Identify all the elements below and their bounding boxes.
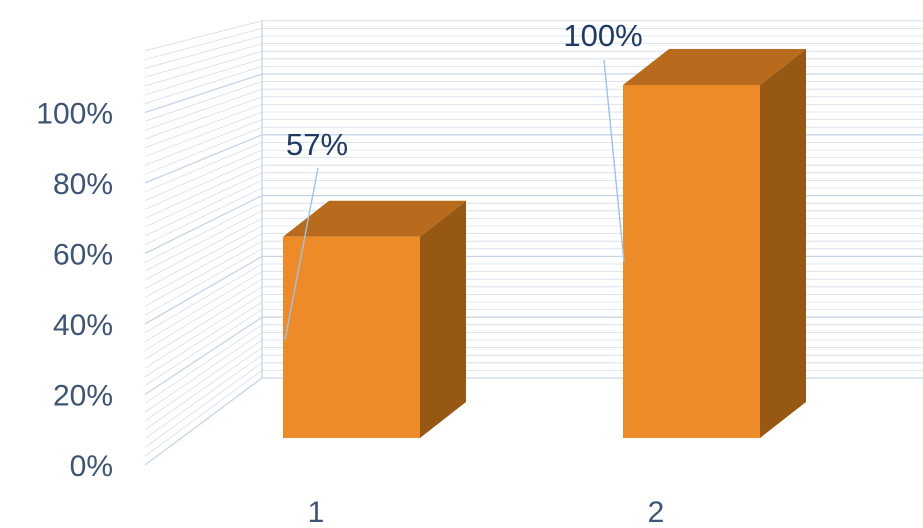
side-gridline — [144, 149, 263, 201]
side-gridline — [144, 134, 263, 184]
side-gridline — [144, 119, 263, 166]
side-gridline — [144, 164, 263, 219]
side-gridline — [144, 347, 263, 431]
side-gridline — [144, 81, 263, 122]
bar-front-face — [623, 85, 760, 438]
y-axis: 0% 20% 40% 60% 80% 100% — [36, 98, 113, 484]
side-gridline — [144, 142, 263, 193]
side-gridline — [144, 218, 263, 281]
side-gridline — [144, 309, 263, 387]
y-tick-label: 40% — [53, 309, 113, 342]
y-tick-label: 0% — [70, 450, 113, 483]
side-gridline — [144, 195, 263, 255]
side-gridline — [144, 73, 263, 114]
bar-front-face — [283, 236, 420, 438]
side-gridline — [144, 286, 263, 360]
bar-side-face — [420, 200, 466, 438]
side-gridline — [144, 233, 263, 298]
side-gridline — [144, 210, 263, 272]
labels: 57% 100% 1 2 — [284, 18, 665, 528]
side-gridline — [144, 111, 263, 157]
side-gridline — [144, 278, 263, 351]
side-gridline — [144, 58, 263, 96]
y-tick-label: 80% — [53, 168, 113, 201]
side-gridline — [144, 28, 263, 61]
x-tick-label: 1 — [308, 496, 325, 528]
side-gridline — [144, 50, 263, 87]
side-gridline — [144, 362, 263, 448]
y-tick-label: 100% — [36, 98, 113, 131]
bar-top-face — [283, 200, 466, 237]
side-gridline — [144, 332, 263, 413]
side-gridline — [144, 35, 263, 69]
side-gridline — [144, 339, 263, 422]
side-gridline — [144, 43, 263, 78]
data-label-2: 100% — [563, 18, 642, 53]
leader-line — [603, 59, 625, 263]
side-gridline — [144, 225, 263, 290]
side-gridline — [144, 354, 263, 439]
side-gridline — [144, 271, 263, 342]
side-gridline — [144, 172, 263, 228]
side-gridline — [144, 248, 263, 316]
y-tick-label: 60% — [53, 239, 113, 272]
leader-line — [284, 167, 319, 341]
bar-side-face — [760, 49, 806, 438]
side-gridline — [144, 157, 263, 210]
side-gridline — [144, 88, 263, 131]
y-tick-label: 20% — [53, 380, 113, 413]
bar-1 — [283, 200, 466, 438]
side-gridline — [144, 180, 263, 237]
gridlines — [144, 20, 923, 466]
side-gridline — [144, 104, 263, 149]
side-gridline — [144, 370, 263, 457]
side-gridline — [144, 316, 263, 396]
bar-2 — [623, 49, 806, 438]
side-gridline — [144, 324, 263, 404]
side-gridline — [144, 202, 263, 263]
side-gridline — [144, 66, 263, 105]
side-gridline — [144, 377, 263, 466]
side-gridline — [144, 20, 263, 52]
side-gridline — [144, 187, 263, 246]
side-gridline — [144, 255, 263, 325]
side-gridline — [144, 294, 263, 369]
side-gridline — [144, 301, 263, 378]
side-gridline — [144, 126, 263, 175]
x-tick-label: 2 — [648, 496, 665, 528]
bars — [283, 49, 806, 438]
side-gridline — [144, 263, 263, 334]
data-label-1: 57% — [286, 127, 348, 162]
bar-top-face — [623, 49, 806, 85]
side-gridline — [144, 240, 263, 307]
side-gridline — [144, 96, 263, 140]
